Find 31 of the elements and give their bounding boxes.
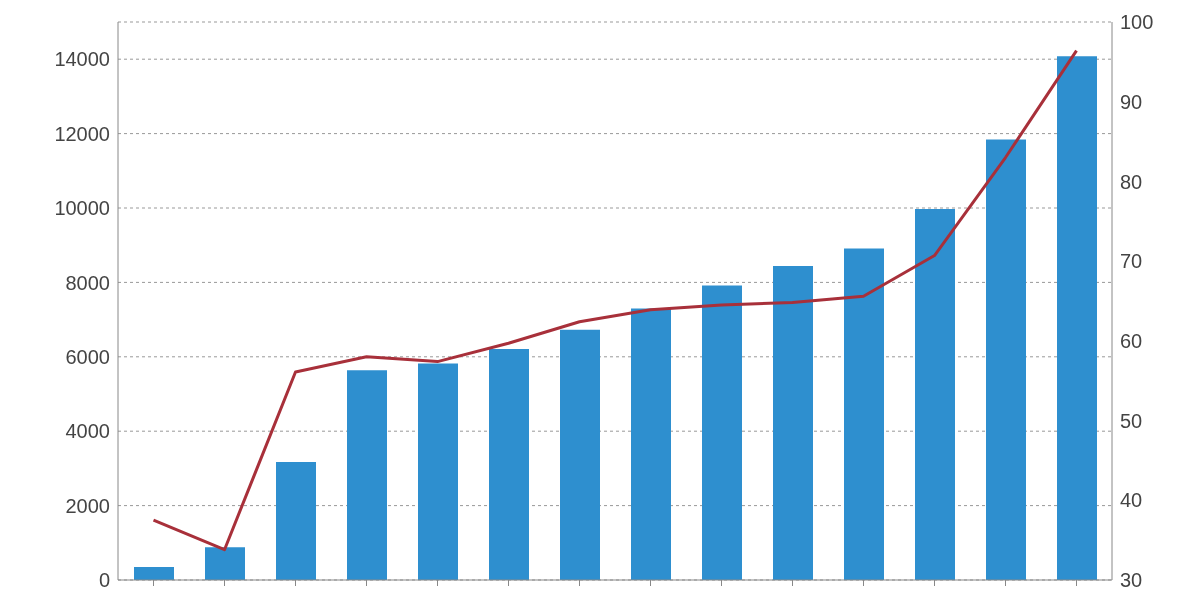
line-series <box>152 49 1078 552</box>
y2-tick-label: 30 <box>1120 569 1143 592</box>
bar <box>986 139 1026 580</box>
y2-tick-label: 90 <box>1120 90 1143 113</box>
bar <box>915 209 955 580</box>
bar <box>205 547 245 580</box>
y-tick-label: 8000 <box>65 271 110 294</box>
bar <box>631 308 671 580</box>
y-tick-label: 4000 <box>65 420 110 443</box>
y2-tick-label: 40 <box>1120 489 1143 512</box>
bar <box>347 370 387 580</box>
bar <box>134 566 174 580</box>
y2-tick-label: 80 <box>1120 170 1143 193</box>
y-tick-label: 2000 <box>65 494 110 517</box>
bar <box>560 329 600 580</box>
y-tick-label: 14000 <box>54 48 110 71</box>
y2-tick-label: 50 <box>1120 409 1143 432</box>
y2-tick-label: 60 <box>1120 329 1143 352</box>
y-tick-label: 10000 <box>54 197 110 220</box>
bar <box>844 248 884 580</box>
bar <box>702 285 742 580</box>
y-tick-label: 0 <box>98 569 110 592</box>
bar <box>276 462 316 580</box>
y2-tick-label: 70 <box>1120 250 1143 273</box>
bar <box>418 363 458 580</box>
y2-tick-label: 100 <box>1120 11 1154 34</box>
bar <box>489 348 529 580</box>
bar <box>773 266 813 580</box>
y-tick-label: 12000 <box>54 122 110 145</box>
bar <box>1057 56 1097 580</box>
y-tick-label: 6000 <box>65 345 110 368</box>
